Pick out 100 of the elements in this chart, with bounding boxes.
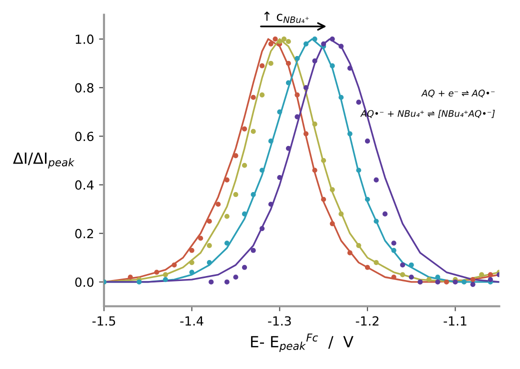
- point: [374, 218, 379, 224]
- point: [268, 41, 274, 46]
- point: [286, 80, 291, 86]
- point: [444, 279, 450, 285]
- point: [233, 274, 238, 280]
- y-tick-label: 0.6: [75, 132, 94, 142]
- point: [282, 36, 287, 42]
- point: [224, 279, 230, 285]
- point: [260, 92, 265, 98]
- point: [172, 262, 177, 268]
- point: [391, 240, 396, 246]
- point: [400, 272, 406, 278]
- point: [162, 272, 168, 278]
- point: [347, 131, 352, 136]
- point: [189, 248, 194, 253]
- point: [233, 153, 238, 158]
- point: [224, 214, 230, 219]
- point: [391, 274, 396, 280]
- point: [136, 279, 142, 285]
- point: [470, 277, 476, 282]
- point: [294, 92, 300, 98]
- y-tick-label: 0.4: [75, 180, 94, 190]
- point: [154, 270, 160, 275]
- point: [479, 272, 484, 278]
- point: [277, 109, 282, 114]
- point: [330, 63, 335, 68]
- point: [356, 100, 362, 105]
- annotation: ↑ c$_{NBu₄⁺}$: [264, 12, 309, 23]
- point: [391, 248, 396, 253]
- point: [260, 226, 265, 232]
- point: [470, 282, 476, 287]
- point: [321, 41, 326, 46]
- point: [242, 162, 248, 168]
- point: [189, 270, 194, 275]
- annotation: AQ + e⁻ ⇌ AQ•⁻: [421, 90, 495, 98]
- y-tick-label: 0.0: [75, 277, 94, 287]
- point: [294, 114, 300, 120]
- point: [408, 262, 414, 268]
- y-axis-title: ΔI/ΔI$_{peak}$: [13, 152, 75, 168]
- point: [356, 243, 362, 248]
- point: [268, 202, 274, 207]
- point: [189, 260, 194, 266]
- point: [268, 60, 274, 66]
- point: [272, 36, 278, 42]
- point: [233, 192, 238, 198]
- point: [208, 279, 214, 285]
- point: [242, 126, 248, 132]
- point: [364, 138, 370, 144]
- point: [330, 221, 335, 226]
- point: [198, 236, 204, 241]
- point: [364, 264, 370, 270]
- x-tick-label: -1.5: [92, 316, 116, 326]
- point: [206, 218, 212, 224]
- point: [250, 94, 256, 100]
- point: [303, 41, 309, 46]
- point: [162, 277, 168, 282]
- point: [488, 272, 493, 278]
- point: [250, 128, 256, 134]
- x-axis-title: E- E$_{peak}$$^{Fc}$ / V: [251, 334, 354, 352]
- point: [338, 44, 344, 49]
- point: [224, 177, 230, 182]
- point: [356, 168, 362, 173]
- point: [374, 260, 379, 266]
- x-tick-label: -1.4: [180, 316, 204, 326]
- point: [206, 243, 212, 248]
- point: [216, 202, 221, 207]
- point: [242, 211, 248, 216]
- y-tick-label: 0.8: [75, 83, 94, 93]
- point: [286, 38, 291, 44]
- point: [277, 38, 282, 44]
- point: [312, 36, 318, 42]
- y-tick-label: 0.2: [75, 228, 94, 238]
- point: [312, 58, 318, 64]
- point: [321, 196, 326, 202]
- point: [268, 138, 274, 144]
- point: [374, 177, 379, 182]
- point: [303, 131, 309, 136]
- point: [330, 187, 335, 192]
- point: [364, 196, 370, 202]
- point: [242, 264, 248, 270]
- point: [312, 168, 318, 173]
- x-tick-label: -1.2: [356, 316, 378, 326]
- point: [435, 274, 440, 280]
- point: [312, 122, 318, 127]
- x-tick-label: -1.1: [444, 316, 466, 326]
- point: [286, 60, 291, 66]
- point: [347, 66, 352, 71]
- point: [250, 248, 256, 253]
- point: [286, 146, 291, 151]
- line-series: [104, 38, 500, 283]
- point: [321, 158, 326, 164]
- point: [462, 279, 467, 285]
- point: [128, 274, 133, 280]
- point: [260, 168, 265, 173]
- point: [400, 262, 406, 268]
- point: [330, 36, 335, 42]
- point: [338, 211, 344, 216]
- y-tick-label: 1.0: [76, 34, 94, 44]
- point: [435, 279, 440, 285]
- point: [347, 250, 352, 256]
